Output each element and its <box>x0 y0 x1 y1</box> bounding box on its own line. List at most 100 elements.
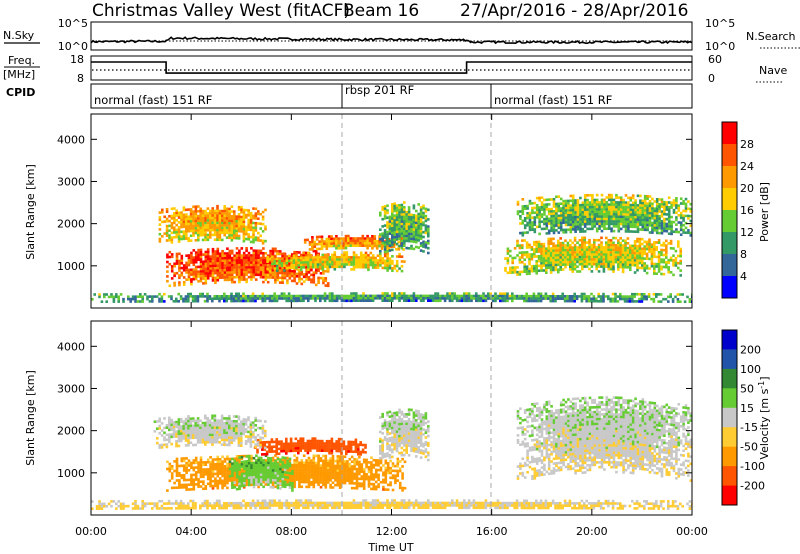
heatmap-cell <box>665 227 669 231</box>
heatmap-cell <box>662 253 666 257</box>
heatmap-cell <box>225 221 229 225</box>
heatmap-cell <box>540 247 543 251</box>
heatmap-cell <box>581 203 585 207</box>
heatmap-cell <box>178 474 181 477</box>
heatmap-cell <box>612 198 616 202</box>
heatmap-cell <box>100 300 104 303</box>
heatmap-cell <box>218 467 222 471</box>
heatmap-cell <box>592 299 596 303</box>
heatmap-cell <box>177 235 181 239</box>
heatmap-cell <box>569 218 573 222</box>
heatmap-cell <box>383 209 387 213</box>
heatmap-cell <box>617 225 621 228</box>
heatmap-cell <box>410 220 413 224</box>
heatmap-cell <box>216 259 220 263</box>
heatmap-cell <box>293 250 296 254</box>
heatmap-cell <box>609 241 613 245</box>
heatmap-cell <box>208 297 212 301</box>
heatmap-cell <box>600 225 604 228</box>
heatmap-cell <box>295 473 299 477</box>
heatmap-cell <box>355 294 358 298</box>
heatmap-cell <box>161 211 164 214</box>
heatmap-cell <box>189 210 193 214</box>
heatmap-cell <box>588 194 592 197</box>
heatmap-cell <box>170 477 174 480</box>
heatmap-cell <box>240 215 243 219</box>
heatmap-cell <box>271 262 274 266</box>
heatmap-cell <box>307 268 310 271</box>
heatmap-cell <box>648 250 651 253</box>
heatmap-cell <box>350 256 353 259</box>
heatmap-cell <box>371 254 375 257</box>
heatmap-cell <box>211 255 215 258</box>
heatmap-cell <box>331 253 334 257</box>
heatmap-cell <box>521 270 524 274</box>
heatmap-cell <box>591 201 594 204</box>
date-range: 27/Apr/2016 - 28/Apr/2016 <box>460 1 688 21</box>
heatmap-cell <box>218 295 221 298</box>
heatmap-cell <box>273 294 276 298</box>
heatmap-cell <box>657 239 661 242</box>
heatmap-cell <box>391 248 394 252</box>
heatmap-cell <box>569 221 573 224</box>
heatmap-cell <box>286 468 289 472</box>
heatmap-cell <box>262 254 265 257</box>
heatmap-cell <box>278 294 281 298</box>
heatmap-cell <box>209 482 212 485</box>
heatmap-cell <box>407 247 411 250</box>
heatmap-cell <box>216 254 220 258</box>
heatmap-cell <box>395 260 399 263</box>
heatmap-cell <box>583 260 586 264</box>
heatmap-cell <box>557 258 560 262</box>
heatmap-cell <box>170 214 174 218</box>
heatmap-cell <box>216 462 220 466</box>
heatmap-cell <box>237 237 241 240</box>
heatmap-cell <box>180 254 184 258</box>
heatmap-cell <box>621 244 625 247</box>
heatmap-cell <box>402 248 405 251</box>
heatmap-cell <box>317 459 320 462</box>
heatmap-cell <box>574 201 577 205</box>
heatmap-cell <box>595 215 599 218</box>
heatmap-cell <box>192 483 196 486</box>
heatmap-cell <box>645 267 649 270</box>
heatmap-cell <box>593 243 596 247</box>
heatmap-cell <box>187 215 190 219</box>
heatmap-cell <box>395 211 399 215</box>
heatmap-cell <box>622 210 625 214</box>
heatmap-cell <box>361 234 365 238</box>
heatmap-cell <box>627 208 630 212</box>
heatmap-cell <box>230 227 234 230</box>
heatmap-cell <box>271 255 274 258</box>
heatmap-cell <box>662 241 666 245</box>
heatmap-cell <box>264 268 268 272</box>
heatmap-cell <box>221 219 224 222</box>
heatmap-cell <box>263 299 267 303</box>
heatmap-cell <box>290 274 294 278</box>
heatmap-cell <box>555 195 558 199</box>
colorbar-tick-label: 24 <box>740 160 754 173</box>
heatmap-cell <box>543 198 546 202</box>
heatmap-cell <box>636 211 640 214</box>
heatmap-cell <box>170 253 174 256</box>
heatmap-cell <box>367 256 370 260</box>
heatmap-cell <box>412 292 416 295</box>
heatmap-cell <box>503 292 507 295</box>
heatmap-cell <box>93 293 96 296</box>
heatmap-cell <box>573 243 577 247</box>
heatmap-cell <box>682 219 685 222</box>
heatmap-cell <box>314 476 318 479</box>
heatmap-cell <box>206 214 210 218</box>
heatmap-cell <box>305 273 308 276</box>
heatmap-cell <box>655 265 658 268</box>
heatmap-cell <box>170 231 174 235</box>
heatmap-cell <box>651 207 654 210</box>
heatmap-cell <box>192 473 196 477</box>
heatmap-cell <box>233 483 236 487</box>
heatmap-cell <box>667 261 670 264</box>
heatmap-cell <box>218 274 222 277</box>
heatmap-cell <box>595 255 598 259</box>
heatmap-cell <box>516 254 519 257</box>
heatmap-cell <box>344 234 348 238</box>
heatmap-cell <box>659 293 663 296</box>
